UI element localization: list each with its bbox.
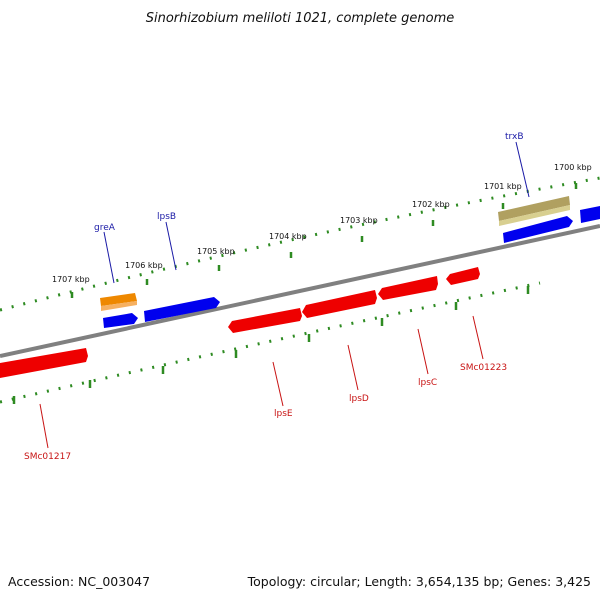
scale-labels: 1707 kbp 1706 kbp 1705 kbp 1704 kbp 1703… xyxy=(52,163,592,284)
scale-label: 1707 kbp xyxy=(52,275,90,284)
gene-blue-main xyxy=(503,216,573,243)
gene-label-SMc01223: SMc01223 xyxy=(460,363,507,373)
leader-line xyxy=(347,344,359,391)
genome-summary-text: Topology: circular; Length: 3,654,135 bp… xyxy=(247,574,591,589)
gene-red-lpsE xyxy=(228,308,302,333)
scale-label: 1700 kbp xyxy=(554,163,592,172)
scale-label: 1701 kbp xyxy=(484,182,522,191)
gene-gold-trxB-shadow xyxy=(499,205,570,226)
inner-scale-major-ticks xyxy=(12,286,530,404)
gene-red-lpsD xyxy=(302,290,377,318)
inner-scale-ring xyxy=(0,281,541,404)
scale-label: 1702 kbp xyxy=(412,200,450,209)
inner-scale-dots xyxy=(0,281,541,404)
outer-scale-dots xyxy=(0,176,600,312)
reverse-gene-labels: lpsE lpsD lpsC SMc01223 SMc01217 xyxy=(24,315,507,462)
forward-genes xyxy=(100,196,600,328)
genome-backbone xyxy=(0,224,600,358)
outer-scale-major-ticks xyxy=(70,183,578,298)
scale-label: 1706 kbp xyxy=(125,261,163,270)
gene-label-greA: greA xyxy=(94,223,116,233)
gene-label-lpsB: lpsB xyxy=(157,212,176,222)
gene-blue-edge xyxy=(580,206,600,223)
scale-label: 1704 kbp xyxy=(269,232,307,241)
scale-label: 1705 kbp xyxy=(197,247,235,256)
leader-line xyxy=(515,141,530,198)
leader-line xyxy=(472,315,484,360)
leader-line xyxy=(39,403,49,449)
leader-line xyxy=(165,221,177,271)
gene-blue-small xyxy=(103,313,138,328)
gene-label-lpsE: lpsE xyxy=(274,409,293,419)
gene-label-SMc01217: SMc01217 xyxy=(24,452,71,462)
map-title: Sinorhizobium meliloti 1021, complete ge… xyxy=(146,11,455,26)
gene-orange-greA-shadow xyxy=(101,301,137,311)
reverse-genes xyxy=(0,267,480,378)
leader-line xyxy=(417,328,429,375)
scale-label: 1703 kbp xyxy=(340,216,378,225)
gene-blue-lpsB xyxy=(144,297,220,322)
outer-scale-ring xyxy=(0,176,600,312)
gene-label-lpsC: lpsC xyxy=(418,378,437,388)
accession-text: Accession: NC_003047 xyxy=(8,574,150,589)
gene-label-trxB: trxB xyxy=(505,132,524,142)
gene-orange-greA xyxy=(100,293,137,306)
leader-line xyxy=(272,361,284,407)
gene-red-SMc01223 xyxy=(446,267,480,285)
gene-red-lpsC xyxy=(378,276,438,300)
leader-line xyxy=(103,231,115,284)
gene-label-lpsD: lpsD xyxy=(349,394,369,404)
forward-gene-labels: greA lpsB trxB xyxy=(94,132,530,284)
gene-red-SMc01217 xyxy=(0,348,88,378)
gene-gold-trxB xyxy=(498,196,570,221)
